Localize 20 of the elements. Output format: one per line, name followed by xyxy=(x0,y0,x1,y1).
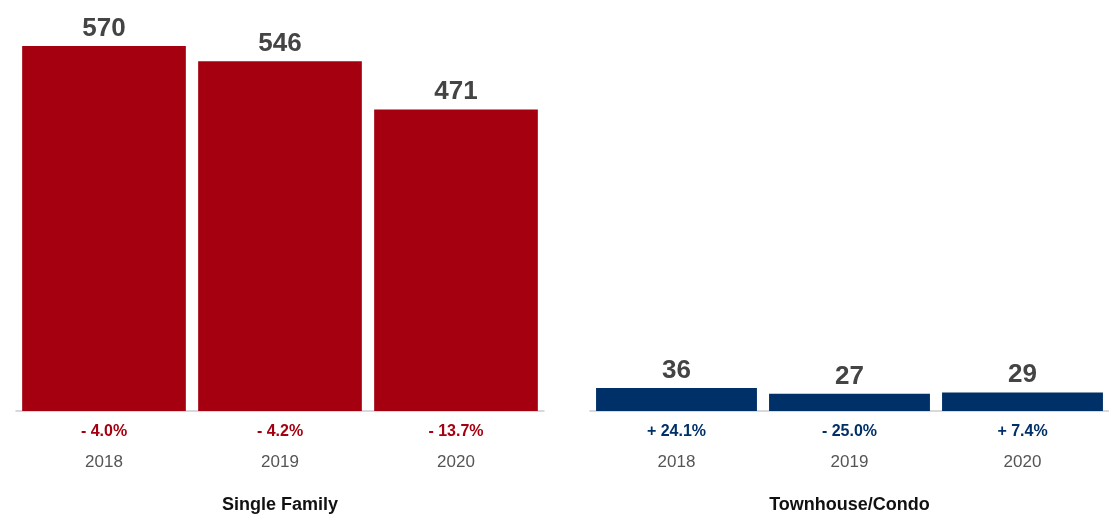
x-tick-label: 2018 xyxy=(657,452,696,471)
annotation: - 25.0% xyxy=(821,421,878,439)
data-label: 546 xyxy=(258,27,302,58)
data-label: 471 xyxy=(434,75,478,106)
annotation: - 4.2% xyxy=(256,421,304,439)
x-tick-label: 2019 xyxy=(830,452,869,471)
data-label: 36 xyxy=(662,353,691,384)
x-tick-label: 2019 xyxy=(261,452,299,471)
x-tick-label: 2020 xyxy=(1003,452,1042,471)
annotation: - 13.7% xyxy=(428,421,484,439)
data-label: 29 xyxy=(1008,358,1037,389)
x-axis-title: Townhouse/Condo xyxy=(769,494,930,514)
x-axis-title: Single Family xyxy=(221,494,339,514)
annotation: - 4.0% xyxy=(80,421,128,439)
data-label: 570 xyxy=(82,12,126,42)
data-label: 27 xyxy=(835,359,864,390)
x-tick-label: 2018 xyxy=(85,452,123,471)
annotation: + 24.1% xyxy=(646,421,707,439)
annotation: + 7.4% xyxy=(997,421,1048,439)
x-tick-label: 2020 xyxy=(437,452,475,471)
